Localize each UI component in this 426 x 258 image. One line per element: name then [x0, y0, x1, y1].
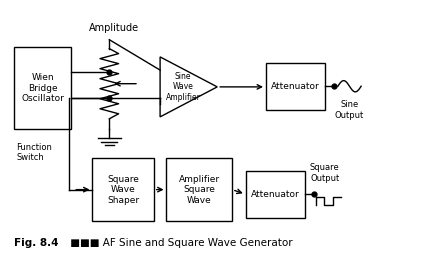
Text: Square
Wave
Shaper: Square Wave Shaper [107, 175, 139, 205]
Text: Amplitude: Amplitude [89, 23, 138, 33]
Text: Function
Switch: Function Switch [16, 143, 52, 163]
Bar [245, 171, 305, 218]
Bar [92, 158, 154, 221]
Text: Attenuator: Attenuator [251, 190, 299, 199]
Polygon shape [160, 57, 217, 117]
Bar [167, 158, 232, 221]
Bar [14, 47, 71, 129]
Text: Amplifier
Square
Wave: Amplifier Square Wave [178, 175, 220, 205]
Text: Wien
Bridge
Oscillator: Wien Bridge Oscillator [21, 73, 64, 103]
Text: ■■■ AF Sine and Square Wave Generator: ■■■ AF Sine and Square Wave Generator [67, 238, 293, 248]
Text: Sine
Output: Sine Output [335, 100, 364, 120]
Text: Sine
Wave
Amplifier: Sine Wave Amplifier [166, 72, 200, 102]
Text: Fig. 8.4: Fig. 8.4 [14, 238, 59, 248]
Text: Square
Output: Square Output [310, 163, 340, 183]
Bar [266, 63, 325, 110]
Text: Attenuator: Attenuator [271, 82, 320, 91]
